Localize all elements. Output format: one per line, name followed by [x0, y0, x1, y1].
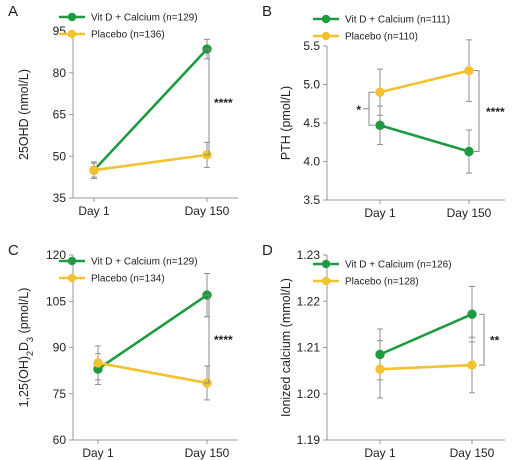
x-tick-label: Day 1 [364, 206, 396, 220]
panel-letter: D [262, 242, 273, 259]
legend-swatch-marker [67, 256, 77, 266]
y-tick-label: 50 [53, 149, 67, 163]
x-tick-label: Day 150 [185, 446, 230, 460]
x-tick-label: Day 1 [82, 446, 114, 460]
y-tick-label: 120 [46, 248, 66, 262]
data-point [467, 360, 477, 370]
panel-c: C 60 75 90 105 120 Day 1 Day 150 1,25(OH)2D3 (pm… [8, 242, 238, 460]
significance-label: **** [214, 333, 233, 347]
data-point [375, 364, 385, 374]
y-tick-label: 95 [53, 24, 67, 38]
y-tick-label: 65 [53, 108, 67, 122]
y-tick-label: 1.20 [297, 387, 321, 401]
y-tick-label: 1.21 [297, 341, 321, 355]
significance-bracket [474, 70, 480, 152]
legend-swatch-marker [67, 29, 77, 39]
significance-bracket [204, 48, 210, 156]
panel-letter: C [8, 242, 19, 259]
significance-bracket [479, 313, 485, 366]
panel-letter: B [262, 3, 272, 20]
significance-label: **** [214, 96, 233, 110]
y-tick-label: 75 [53, 387, 67, 401]
y-tick-label: 1.19 [297, 433, 321, 447]
significance-bracket [204, 294, 210, 384]
y-axis-title: 1,25(OH)2D3 (pmol/L) [17, 288, 35, 408]
legend-swatch-marker [321, 31, 331, 41]
data-point [464, 65, 474, 76]
y-tick-label: 3.5 [303, 193, 320, 207]
legend-label: Placebo (n=110) [345, 32, 418, 43]
series-line [93, 48, 208, 172]
y-tick-label: 105 [46, 294, 66, 308]
data-point [464, 146, 474, 157]
y-axis-title: Ionized calcium (mmol/L) [279, 278, 293, 417]
x-tick-label: Day 150 [450, 446, 495, 460]
significance-label: * [356, 103, 361, 117]
data-point [93, 358, 103, 368]
panel-d: D 1.19 1.20 1.21 1.22 1.23 Day 1 Day 150 Ionized… [262, 242, 505, 460]
x-tick-label: Day 1 [364, 446, 396, 460]
x-tick-label: Day 150 [185, 204, 230, 218]
y-tick-label: 1.22 [297, 294, 321, 308]
legend-label: Vit D + Calcium (n=129) [91, 257, 198, 268]
series-line [379, 124, 470, 153]
data-point [89, 165, 99, 175]
significance-label: ** [490, 334, 500, 348]
y-axis-title: 25OHD (nmol/L) [17, 69, 31, 160]
y-tick-label: 1.23 [297, 248, 321, 262]
legend-label: Placebo (n=136) [91, 30, 165, 41]
x-tick-label: Day 1 [78, 204, 110, 218]
panel-letter: A [8, 3, 18, 20]
y-tick-label: 35 [53, 191, 67, 205]
series-line [97, 294, 208, 371]
y-tick-label: 5.0 [303, 78, 320, 92]
y-axis-title: PTH (pmol/L) [279, 86, 293, 160]
data-point [467, 309, 477, 319]
significance-bracket [368, 91, 375, 126]
y-tick-label: 4.0 [303, 155, 320, 169]
series-line [379, 313, 473, 356]
legend-swatch-marker [67, 273, 77, 283]
series-line [93, 153, 208, 172]
legend-swatch-marker [67, 12, 77, 22]
significance-label: **** [486, 105, 505, 119]
panel-b: B 3.5 4.0 4.5 5.0 5.5 Day 1 Day 150 PTH (pmol/L)… [262, 3, 505, 220]
legend-swatch-marker [321, 259, 331, 269]
legend-label: Vit D + Calcium (n=129) [91, 13, 198, 24]
panel-a: A 35 50 65 80 95 Day 1 Day 150 25OHD (nmol/L) Vit… [8, 3, 238, 218]
series-line [379, 363, 473, 371]
data-point [375, 87, 385, 97]
series-line [379, 69, 470, 94]
legend-swatch-marker [321, 14, 331, 24]
y-tick-label: 5.5 [303, 39, 320, 53]
y-tick-label: 60 [53, 433, 67, 447]
series-line [97, 361, 208, 385]
y-tick-label: 90 [53, 341, 67, 355]
legend-label: Placebo (n=134) [91, 274, 165, 285]
y-tick-label: 80 [53, 66, 67, 80]
x-tick-label: Day 150 [447, 206, 492, 220]
legend-label: Placebo (n=128) [345, 277, 419, 288]
legend-swatch-marker [321, 276, 331, 286]
y-tick-label: 4.5 [303, 116, 320, 130]
legend-label: Vit D + Calcium (n=126) [345, 260, 452, 271]
legend-label: Vit D + Calcium (n=111) [345, 15, 450, 26]
data-point [375, 120, 385, 131]
data-point [375, 349, 385, 360]
